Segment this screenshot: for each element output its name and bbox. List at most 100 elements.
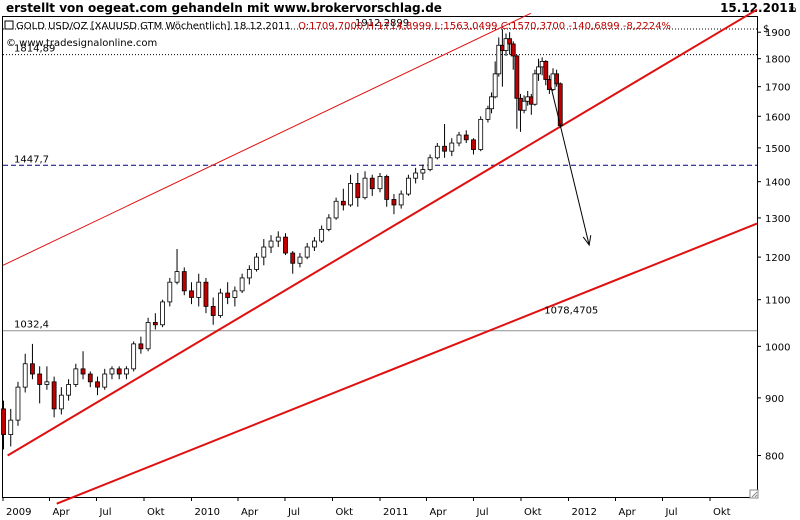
candle-body (290, 252, 296, 264)
y-tick-label: 1800 (765, 55, 790, 66)
candle-body (489, 96, 494, 110)
candles-layer (1, 29, 563, 450)
candle-body (340, 200, 346, 206)
plot-frame (2, 16, 758, 498)
candle-body (348, 183, 353, 206)
x-tick-label: Okt (147, 507, 165, 518)
x-tick-label: Apr (241, 507, 259, 518)
x-tick-label: Jul (475, 507, 488, 518)
candle-body (138, 343, 144, 350)
candle-body (536, 66, 541, 75)
candle-body (478, 118, 484, 150)
candle-body (37, 373, 43, 385)
forecast-arrow (550, 86, 590, 246)
trendline (7, 8, 758, 457)
candle-body (554, 73, 560, 85)
trendline (2, 12, 532, 266)
y-tick-label: 1000 (765, 342, 790, 353)
candle-body (152, 322, 158, 326)
y-tick-label: 1900 (765, 28, 790, 39)
candle-body (398, 193, 404, 206)
svg-text:GOLD USD/OZ [XAUUSD GTM Wöche: GOLD USD/OZ [XAUUSD GTM Wöchentlich] 18.… (16, 21, 671, 32)
candle-body (203, 281, 209, 307)
ohlc-label: O:1709,7000 H:1714,8999 L:1563,0499 C:15… (298, 21, 671, 32)
candle-body (434, 145, 440, 159)
y-tick-label: 1100 (765, 296, 790, 307)
candle-body (124, 368, 129, 375)
level-label: 1912,2899 (355, 18, 409, 29)
candle-body (225, 292, 231, 298)
candle-body (275, 236, 281, 242)
candle-body (131, 343, 137, 370)
candle-body (449, 142, 455, 152)
arrow-layer (550, 86, 592, 247)
candle-body (210, 306, 216, 316)
candle-body (87, 373, 93, 383)
copyright-label: © www.tradesignalonline.com (6, 38, 157, 49)
candle-body (1, 408, 6, 435)
candle-body (196, 281, 202, 298)
candle-body (22, 363, 28, 388)
y-axis-ticks: 800 900 1000 1100 1200 1300 1400 1500 1600 1700 18… (757, 28, 790, 463)
candle-body (181, 271, 187, 292)
x-tick-label: Okt (524, 507, 542, 518)
candle-body (167, 281, 173, 303)
level-label: 1032,4 (14, 320, 49, 331)
x-axis-ticks: 2009 Apr Jul Okt 2010 Apr Jul Okt 2011 Apr Jul Okt 2… (2, 497, 731, 518)
x-tick-label: Okt (335, 507, 353, 518)
candle-body (510, 43, 516, 57)
x-tick-label: Okt (713, 507, 731, 518)
y-tick-label: 800 (765, 452, 784, 463)
candle-body (543, 61, 549, 80)
candle-body (160, 301, 165, 326)
candle-body (232, 290, 238, 298)
candle-body (420, 169, 426, 174)
x-tick-label: 2009 (6, 507, 31, 518)
candle-body (333, 200, 339, 219)
level-label: 1814,89 (14, 44, 55, 55)
candle-body (384, 176, 390, 200)
corner-label: In (789, 5, 796, 14)
candle-body (369, 177, 375, 190)
x-tick-label: 2010 (195, 507, 220, 518)
candle-body (427, 157, 433, 170)
candle-body (95, 381, 100, 388)
resize-grip-icon[interactable] (749, 489, 759, 499)
candle-body (391, 199, 397, 206)
candle-body (326, 217, 332, 230)
candle-body (463, 134, 469, 141)
candle-body (8, 419, 14, 435)
candle-body (116, 368, 122, 375)
y-tick-label: 1500 (765, 144, 790, 155)
y-tick-label: 1700 (765, 83, 790, 94)
candle-body (492, 73, 498, 98)
candle-body (51, 381, 57, 410)
candle-body (532, 73, 538, 105)
candle-body (507, 38, 513, 45)
x-tick-label: 2011 (383, 507, 408, 518)
x-tick-label: Jul (287, 507, 300, 518)
candle-body (30, 363, 35, 375)
candle-body (442, 145, 447, 152)
x-tick-label: 2012 (572, 507, 597, 518)
y-tick-label: 1400 (765, 178, 790, 189)
y-tick-label: 900 (765, 394, 784, 405)
currency-label: $ (763, 24, 769, 35)
candle-body (362, 177, 368, 199)
candle-body (485, 108, 491, 120)
candle-body (254, 256, 259, 270)
candle-body (246, 269, 252, 279)
levels-layer: 1912,2899 1814,89 1447,7 1032,4 (3, 18, 757, 332)
header-date: 15.12.2011 (720, 1, 796, 15)
candle-body (283, 236, 288, 254)
candle-body (268, 240, 274, 248)
instrument-label: GOLD USD/OZ [XAUUSD GTM Wöchentlich] 18.… (16, 21, 291, 32)
header-title: erstellt von oegeat.com gehandeln mit ww… (6, 1, 442, 15)
trendlines-layer: 1078,4705 (2, 8, 758, 505)
candle-body (319, 228, 325, 242)
x-tick-label: Apr (429, 507, 447, 518)
candle-body (44, 381, 50, 385)
candle-body (297, 256, 303, 264)
candle-body (496, 44, 502, 75)
x-tick-label: Jul (664, 507, 677, 518)
